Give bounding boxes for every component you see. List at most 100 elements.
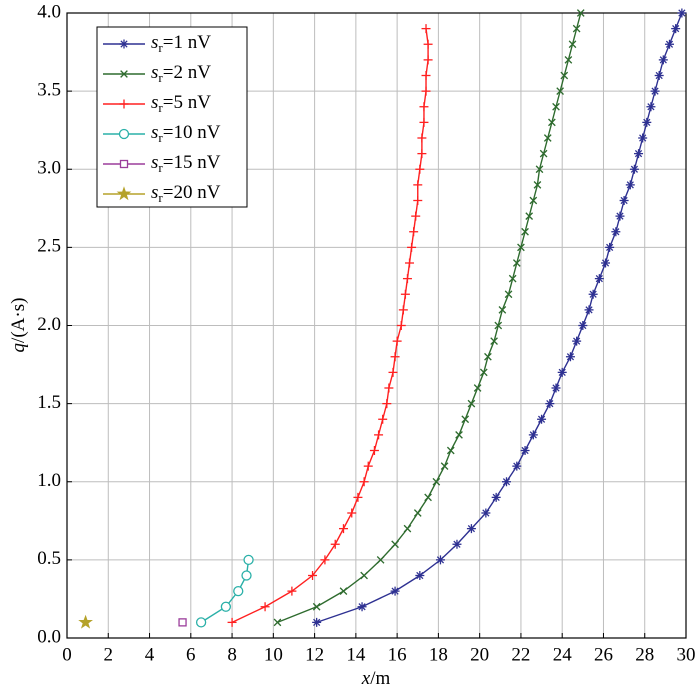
plot-frame — [66, 12, 687, 639]
marker — [494, 321, 503, 330]
marker — [195, 617, 207, 628]
marker-stroke — [521, 227, 529, 236]
x-tick-label: 10 — [264, 644, 283, 665]
marker — [594, 274, 604, 284]
marker — [359, 477, 369, 487]
marker — [330, 539, 340, 549]
marker — [572, 24, 581, 33]
marker-stroke — [659, 56, 667, 64]
marker-stroke — [639, 134, 647, 142]
marker — [338, 524, 348, 534]
marker — [118, 128, 130, 140]
marker — [421, 71, 431, 80]
marker — [520, 446, 530, 455]
marker-shape — [119, 159, 129, 169]
marker-shape — [178, 618, 187, 627]
marker — [525, 212, 534, 220]
marker-stroke — [391, 540, 399, 549]
marker — [584, 305, 594, 315]
marker-stroke — [436, 556, 445, 564]
x-tick-label: 30 — [677, 644, 696, 665]
marker — [119, 159, 129, 169]
marker — [578, 321, 588, 330]
marker-stroke — [529, 196, 538, 205]
marker — [615, 211, 625, 221]
y-tick-label: 3.5 — [37, 79, 61, 100]
marker — [363, 461, 373, 471]
marker-stroke — [494, 321, 503, 330]
marker-stroke — [482, 509, 490, 517]
marker-stroke — [513, 462, 521, 470]
marker-stroke — [479, 368, 488, 377]
marker — [413, 196, 423, 205]
marker-stroke — [543, 134, 552, 142]
marker-stroke — [498, 306, 507, 314]
marker-stroke — [616, 212, 624, 220]
marker — [556, 87, 564, 95]
marker-stroke — [560, 71, 569, 80]
marker — [605, 242, 615, 252]
marker-stroke — [358, 603, 366, 611]
marker — [473, 384, 482, 392]
legend-label: sr=10 nV — [151, 122, 221, 145]
marker — [421, 24, 431, 34]
marker — [588, 289, 598, 299]
marker — [423, 39, 433, 49]
marker — [484, 352, 492, 361]
marker-stroke — [533, 181, 542, 189]
marker-stroke — [273, 618, 282, 627]
marker-stroke — [626, 181, 634, 189]
marker — [539, 149, 548, 158]
y-tick-label: 4.0 — [37, 1, 61, 22]
marker-shape — [243, 554, 254, 566]
marker-stroke — [525, 212, 534, 220]
marker-stroke — [120, 40, 128, 48]
x-tick-label: 6 — [186, 644, 196, 665]
marker — [417, 149, 427, 159]
marker — [347, 508, 357, 518]
x-axis-label: x/m — [361, 668, 391, 689]
marker — [642, 117, 652, 127]
marker — [391, 540, 399, 549]
marker — [369, 446, 379, 455]
y-tick-label: 1.5 — [37, 392, 61, 413]
marker — [360, 571, 368, 580]
marker-stroke — [517, 243, 525, 252]
marker — [405, 258, 415, 268]
marker — [320, 555, 330, 565]
marker-stroke — [504, 290, 513, 299]
marker-shape — [233, 585, 244, 597]
marker — [378, 414, 388, 424]
marker-shape — [118, 128, 130, 140]
marker-stroke — [424, 493, 432, 502]
marker — [312, 617, 322, 627]
marker — [419, 117, 429, 127]
marker — [638, 133, 648, 143]
marker — [658, 55, 668, 65]
marker — [407, 242, 417, 252]
marker-stroke — [558, 368, 566, 376]
marker-stroke — [413, 509, 422, 517]
marker — [625, 180, 635, 190]
marker — [390, 586, 400, 596]
marker-stroke — [678, 9, 686, 17]
marker — [537, 414, 547, 424]
marker — [533, 181, 542, 189]
marker-stroke — [630, 165, 639, 173]
marker — [233, 585, 244, 597]
marker — [528, 430, 538, 440]
marker-stroke — [585, 306, 593, 314]
marker-stroke — [403, 524, 412, 533]
x-tick-label: 8 — [227, 644, 237, 665]
y-tick-label: 2.5 — [37, 236, 61, 257]
marker — [512, 461, 522, 471]
marker — [424, 493, 432, 502]
marker — [119, 99, 129, 109]
marker — [243, 554, 254, 566]
y-tick-label: 1.0 — [37, 470, 61, 491]
marker-stroke — [548, 118, 556, 127]
marker — [312, 602, 321, 611]
marker — [508, 274, 517, 283]
marker-stroke — [537, 415, 546, 423]
marker-stroke — [634, 150, 643, 158]
